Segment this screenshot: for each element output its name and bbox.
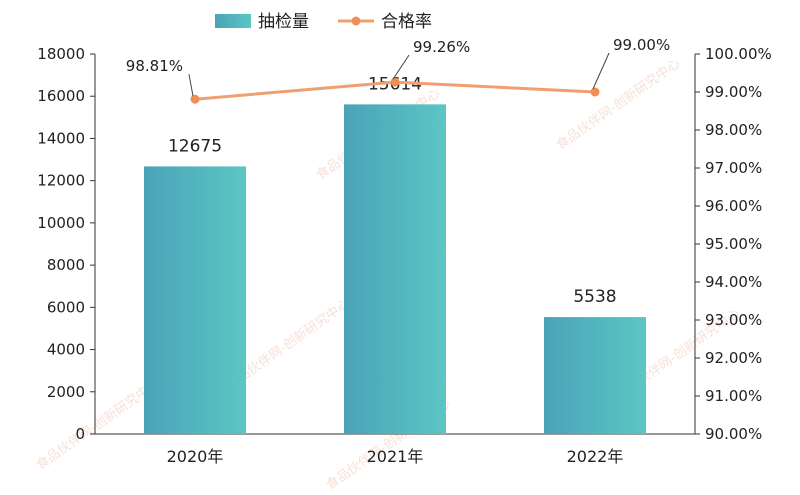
- y-right-tick-label: 98.00%: [705, 121, 762, 139]
- y-right-tick-label: 93.00%: [705, 311, 762, 329]
- y-left-tick-label: 14000: [37, 129, 85, 147]
- y-right-tick-label: 99.00%: [705, 83, 762, 101]
- bar: [344, 104, 446, 435]
- y-left-tick-label: 18000: [37, 45, 85, 63]
- legend-label-bar: 抽检量: [258, 12, 309, 32]
- bar-value-label: 12675: [168, 136, 222, 156]
- y-right-tick-label: 100.00%: [705, 45, 772, 63]
- rate-value-label: 98.81%: [126, 57, 183, 75]
- y-left-tick-label: 12000: [37, 172, 85, 190]
- legend-label-line: 合格率: [381, 12, 432, 32]
- y-right-tick-label: 96.00%: [705, 197, 762, 215]
- y-right-tick-label: 97.00%: [705, 159, 762, 177]
- rate-point: [190, 94, 200, 104]
- rate-point: [590, 87, 600, 97]
- rate-line: 98.81% 99.26% 99.00%: [126, 36, 670, 104]
- rate-label-leader: [188, 74, 194, 97]
- y-left-tick-label: 8000: [47, 256, 85, 274]
- y-right-tick-label: 92.00%: [705, 349, 762, 367]
- rate-point: [390, 77, 400, 87]
- y-left-tick-label: 2000: [47, 383, 85, 401]
- y-right-tick-label: 91.00%: [705, 387, 762, 405]
- bar: [144, 166, 246, 434]
- y-left-tick-label: 16000: [37, 87, 85, 105]
- x-tick-label: 2020年: [167, 447, 224, 466]
- y-left-tick-label: 4000: [47, 341, 85, 359]
- y-left-tick-label: 6000: [47, 298, 85, 316]
- bar: [544, 317, 646, 434]
- y-right-tick-label: 90.00%: [705, 425, 762, 443]
- bars: 12675156145538: [144, 74, 646, 435]
- legend: 抽检量 合格率: [215, 12, 432, 32]
- x-tick-label: 2022年: [567, 447, 624, 466]
- axes: 0 2000 4000 6000 8000 10000 12000 14000 16000 180…: [37, 45, 771, 466]
- y-right-tick-label: 95.00%: [705, 235, 762, 253]
- rate-value-label: 99.00%: [613, 36, 670, 54]
- legend-swatch-marker: [351, 16, 361, 26]
- bar-value-label: 5538: [573, 287, 616, 307]
- y-left-tick-label: 0: [75, 425, 85, 443]
- legend-swatch-bar: [215, 14, 251, 28]
- x-tick-label: 2021年: [367, 447, 424, 466]
- watermark-text: 食品伙伴网-创新研究中心: [553, 55, 683, 153]
- y-right-tick-label: 94.00%: [705, 273, 762, 291]
- rate-label-leader: [392, 54, 410, 80]
- y-left-tick-label: 10000: [37, 214, 85, 232]
- rate-label-leader: [592, 52, 610, 90]
- rate-value-label: 99.26%: [413, 38, 470, 56]
